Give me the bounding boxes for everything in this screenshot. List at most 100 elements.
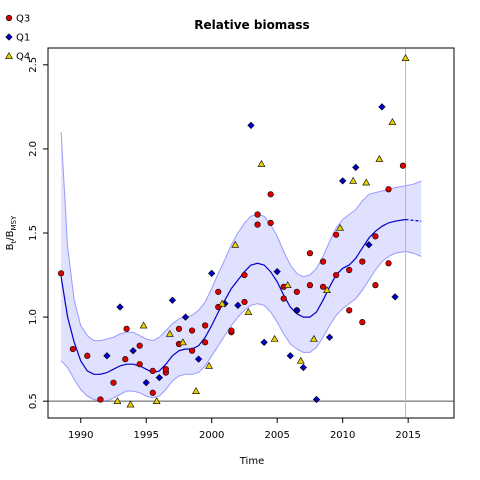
data-point-q3 bbox=[188, 347, 196, 354]
legend-marker-q3 bbox=[5, 14, 13, 22]
fit-line-layer bbox=[60, 218, 422, 375]
data-point-q4 bbox=[401, 54, 410, 61]
data-point-q3 bbox=[136, 342, 143, 349]
data-point-q1 bbox=[247, 121, 255, 129]
data-point-q4 bbox=[231, 240, 240, 248]
data-point-q1 bbox=[103, 352, 111, 360]
data-point-q4 bbox=[283, 281, 292, 288]
data-point-q3 bbox=[202, 322, 209, 329]
data-point-q3 bbox=[385, 260, 392, 267]
confidence-band bbox=[61, 132, 422, 402]
data-point-q4 bbox=[270, 334, 279, 342]
data-point-q3 bbox=[372, 233, 379, 240]
data-point-q3 bbox=[385, 186, 392, 193]
data-point-q4 bbox=[362, 178, 371, 186]
data-point-q3 bbox=[359, 258, 366, 265]
series-q4 bbox=[113, 54, 410, 408]
data-point-q1 bbox=[299, 363, 308, 372]
plot-area bbox=[47, 47, 455, 419]
data-point-q3 bbox=[175, 325, 183, 332]
data-point-q3 bbox=[254, 211, 261, 218]
data-point-q3 bbox=[149, 389, 156, 396]
fit-projection-line bbox=[405, 218, 422, 222]
x-axis-title: Time bbox=[239, 456, 264, 467]
data-point-q1 bbox=[208, 269, 216, 277]
data-point-q4 bbox=[165, 329, 174, 337]
y-axis: 0.5 1.0 1.5 2.0 2.5 bbox=[28, 57, 48, 409]
data-point-q1 bbox=[378, 103, 386, 111]
legend-label-q4: Q4 bbox=[16, 52, 30, 63]
y-tick-label: 1.0 bbox=[28, 309, 39, 325]
data-point-q4 bbox=[257, 160, 266, 167]
data-point-q3 bbox=[254, 221, 261, 228]
data-point-q3 bbox=[333, 231, 340, 238]
data-point-q4 bbox=[178, 338, 187, 346]
data-point-q3 bbox=[84, 352, 91, 359]
legend-marker-q1 bbox=[5, 33, 13, 41]
data-point-q3 bbox=[162, 366, 169, 373]
chart-title: Relative biomass bbox=[194, 18, 309, 32]
data-point-q3 bbox=[267, 219, 274, 227]
data-point-q3 bbox=[241, 271, 248, 279]
data-point-q3 bbox=[215, 288, 222, 295]
y-tick-label: 2.0 bbox=[28, 141, 39, 157]
legend-item-q4: Q4 bbox=[5, 51, 30, 63]
legend-marker-q4 bbox=[5, 51, 13, 59]
data-point-q3 bbox=[188, 327, 196, 334]
data-point-q3 bbox=[57, 270, 65, 277]
data-point-q4 bbox=[244, 308, 253, 315]
data-point-q4 bbox=[218, 299, 227, 307]
legend-item-q1: Q1 bbox=[5, 33, 30, 44]
data-point-q1 bbox=[116, 303, 124, 311]
data-point-q4 bbox=[192, 387, 200, 394]
data-point-q4 bbox=[375, 154, 384, 162]
data-point-q3 bbox=[122, 356, 129, 363]
data-point-q1 bbox=[142, 379, 150, 387]
data-point-q1 bbox=[293, 306, 301, 314]
x-tick-label: 2000 bbox=[199, 430, 224, 441]
legend-label-q3: Q3 bbox=[16, 14, 30, 25]
series-q1 bbox=[103, 103, 399, 404]
data-point-q4 bbox=[336, 223, 344, 231]
data-point-q3 bbox=[97, 396, 104, 403]
data-point-q4 bbox=[113, 397, 122, 405]
data-point-q1 bbox=[325, 333, 334, 341]
data-point-q4 bbox=[296, 356, 305, 364]
data-point-q3 bbox=[346, 307, 353, 314]
y-tick-label: 0.5 bbox=[28, 393, 39, 409]
data-point-q3 bbox=[123, 325, 130, 332]
data-point-q3 bbox=[346, 266, 353, 274]
data-point-q4 bbox=[152, 397, 161, 405]
data-point-q3 bbox=[293, 288, 300, 295]
confidence-band-layer bbox=[60, 132, 422, 402]
data-point-q3 bbox=[319, 258, 327, 265]
data-point-q1 bbox=[286, 352, 294, 360]
data-point-q3 bbox=[136, 361, 143, 368]
data-point-q4 bbox=[349, 176, 358, 184]
data-point-q3 bbox=[149, 367, 156, 375]
data-points-layer bbox=[57, 54, 410, 408]
data-point-q4 bbox=[205, 361, 214, 369]
x-tick-label: 1990 bbox=[68, 430, 93, 441]
data-point-q1 bbox=[391, 293, 399, 301]
data-point-q1 bbox=[273, 268, 281, 276]
data-point-q1 bbox=[129, 347, 137, 355]
x-axis: 1990 1995 2000 2005 2010 2015 bbox=[68, 418, 421, 441]
data-point-q3 bbox=[359, 319, 366, 326]
data-point-q1 bbox=[194, 355, 203, 363]
x-tick-label: 1995 bbox=[133, 430, 158, 441]
data-point-q1 bbox=[312, 395, 321, 404]
y-axis-title-main: B bbox=[5, 243, 16, 250]
data-point-q1 bbox=[365, 241, 373, 249]
y-axis-title-sub2: MSY bbox=[10, 215, 18, 230]
legend-label-q1: Q1 bbox=[16, 33, 30, 44]
data-point-q1 bbox=[155, 374, 163, 382]
x-tick-label: 2010 bbox=[330, 430, 355, 441]
data-point-q1 bbox=[260, 338, 268, 346]
data-point-q4 bbox=[309, 334, 318, 342]
data-point-q3 bbox=[267, 191, 274, 198]
data-point-q3 bbox=[69, 345, 76, 353]
data-point-q3 bbox=[399, 162, 407, 169]
data-point-q3 bbox=[333, 271, 340, 279]
